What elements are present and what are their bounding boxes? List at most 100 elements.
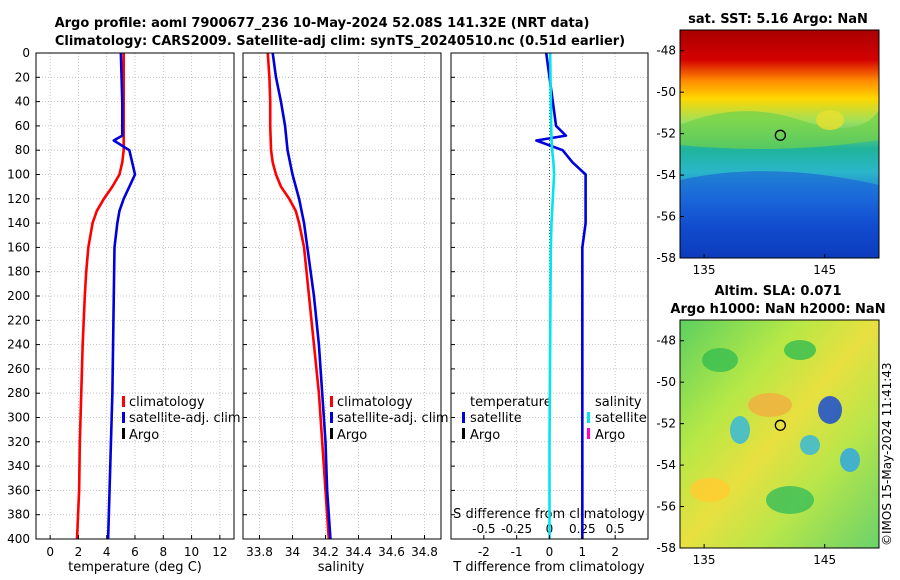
salinity-panel: salinity climatology satellite-adj. clim… — [242, 52, 449, 575]
x-tick-label: 1 — [579, 545, 587, 559]
map-y-tick-label: -56 — [656, 500, 676, 514]
x-tick-label: 33.8 — [246, 545, 273, 559]
y-tick-label: 340 — [7, 459, 30, 473]
diff-legend-salinity-argo: Argo — [595, 428, 625, 443]
sla-eddy — [840, 448, 860, 472]
legend-marker-argo — [122, 428, 125, 439]
sal-legend-satellite: satellite-adj. clim — [337, 411, 449, 426]
map-y-tick-label: -54 — [656, 458, 676, 472]
x-tick-label: 34.8 — [411, 545, 438, 559]
sla-eddy — [766, 486, 814, 514]
y-tick-label: 280 — [7, 386, 30, 400]
legend-marker-temp-argo — [462, 428, 465, 439]
legend-marker-satellite — [122, 412, 125, 423]
sla-eddy — [748, 393, 792, 417]
sst-cold-water — [680, 171, 879, 258]
y-tick-label: 40 — [15, 95, 30, 109]
argo-position-marker — [774, 419, 786, 431]
diff-legend-temperature-satellite: satellite — [470, 411, 522, 426]
y-tick-label: 60 — [15, 119, 30, 133]
imos-watermark: ©IMOS 15-May-2024 11:41:43 — [880, 362, 894, 546]
y-tick-label: 380 — [7, 508, 30, 522]
x-tick-label: -2 — [478, 545, 490, 559]
argo-position-marker — [774, 129, 786, 141]
sal-legend-argo: Argo — [337, 428, 367, 443]
y-tick-label: 120 — [7, 192, 30, 206]
top-tick-label: -0.5 — [472, 522, 495, 536]
y-tick-label: 20 — [15, 70, 30, 84]
map-y-tick-label: -50 — [656, 85, 676, 99]
sla-map-title-line1: Altim. SLA: 0.071 — [715, 284, 842, 299]
sla-eddy — [730, 416, 750, 444]
temp-legend-satellite: satellite-adj. clim — [129, 411, 241, 426]
y-tick-label: 0 — [22, 46, 30, 60]
diff-legend-temperature-argo: Argo — [470, 428, 500, 443]
x-tick-label: 34.4 — [345, 545, 372, 559]
x-tick-label: 34.6 — [378, 545, 405, 559]
map-x-tick-label: 135 — [693, 553, 716, 567]
map-y-tick-label: -54 — [656, 168, 676, 182]
sla-eddy — [818, 396, 842, 424]
sst-warm-eddy — [816, 110, 844, 130]
sst-front — [680, 110, 879, 149]
series-line-satellite-adj-clim — [271, 52, 332, 540]
map-y-tick-label: -48 — [656, 44, 676, 58]
x-tick-label: 4 — [103, 545, 111, 559]
map-y-tick-label: -52 — [656, 127, 676, 141]
diff-legend-salinity-satellite: satellite — [595, 411, 647, 426]
map-y-tick-label: -48 — [656, 334, 676, 348]
temp-legend-climatology: climatology — [129, 395, 205, 410]
series-line-satellite-adj-clim — [106, 52, 137, 540]
x-tick-label: 10 — [184, 545, 199, 559]
sal-legend-climatology: climatology — [337, 395, 413, 410]
y-tick-label: 240 — [7, 338, 30, 352]
legend-marker-satellite — [330, 412, 333, 423]
legend-marker-temp-satellite — [462, 412, 465, 423]
y-tick-label: 140 — [7, 216, 30, 230]
x-tick-label: -1 — [511, 545, 523, 559]
x-tick-label: 2 — [611, 545, 619, 559]
map-x-tick-label: 135 — [693, 263, 716, 277]
x-tick-label: 0 — [546, 545, 554, 559]
difference-xlabel: T difference from climatology — [452, 560, 645, 575]
series-line-salinity-satellite — [548, 52, 556, 539]
map-y-tick-label: -58 — [656, 541, 676, 555]
sst-map-title: sat. SST: 5.16 Argo: NaN — [688, 12, 868, 27]
map-y-tick-label: -50 — [656, 375, 676, 389]
y-tick-label: 220 — [7, 313, 30, 327]
sla-eddy — [784, 340, 816, 360]
y-tick-label: 180 — [7, 265, 30, 279]
series-line-climatology — [266, 52, 331, 540]
temperature-xlabel: temperature (deg C) — [68, 560, 202, 575]
x-tick-label: 34 — [285, 545, 300, 559]
diff-legend-salinity-title: salinity — [595, 395, 642, 410]
y-tick-label: 300 — [7, 411, 30, 425]
y-tick-label: 160 — [7, 240, 30, 254]
map-frame — [679, 319, 880, 549]
x-tick-label: 12 — [212, 545, 227, 559]
top-tick-label: -0.25 — [501, 522, 532, 536]
temperature-panel: temperature (deg C) climatology satellit… — [7, 46, 241, 575]
legend-marker-sal-satellite — [587, 412, 590, 423]
figure-title-line2: Climatology: CARS2009. Satellite-adj cli… — [55, 34, 625, 49]
difference-panel: T difference from climatology S differen… — [450, 52, 649, 575]
map-y-tick-label: -58 — [656, 251, 676, 265]
top-tick-label: 0.5 — [606, 522, 625, 536]
map-y-tick-label: -56 — [656, 210, 676, 224]
y-tick-label: 320 — [7, 435, 30, 449]
legend-marker-climatology — [122, 396, 125, 407]
sla-eddy — [690, 478, 730, 502]
map-y-tick-label: -52 — [656, 417, 676, 431]
x-tick-label: 8 — [159, 545, 167, 559]
sla-eddy — [800, 435, 820, 455]
x-tick-label: 34.2 — [312, 545, 339, 559]
y-tick-label: 200 — [7, 289, 30, 303]
legend-marker-sal-argo — [587, 428, 590, 439]
y-tick-label: 100 — [7, 168, 30, 182]
figure-title-line1: Argo profile: aoml 7900677_236 10-May-20… — [55, 16, 590, 31]
x-tick-label: 2 — [75, 545, 83, 559]
series-line-temperature-satellite — [535, 52, 587, 539]
sla-map-panel: Altim. SLA: 0.071 Argo h1000: NaN h2000:… — [656, 284, 885, 567]
